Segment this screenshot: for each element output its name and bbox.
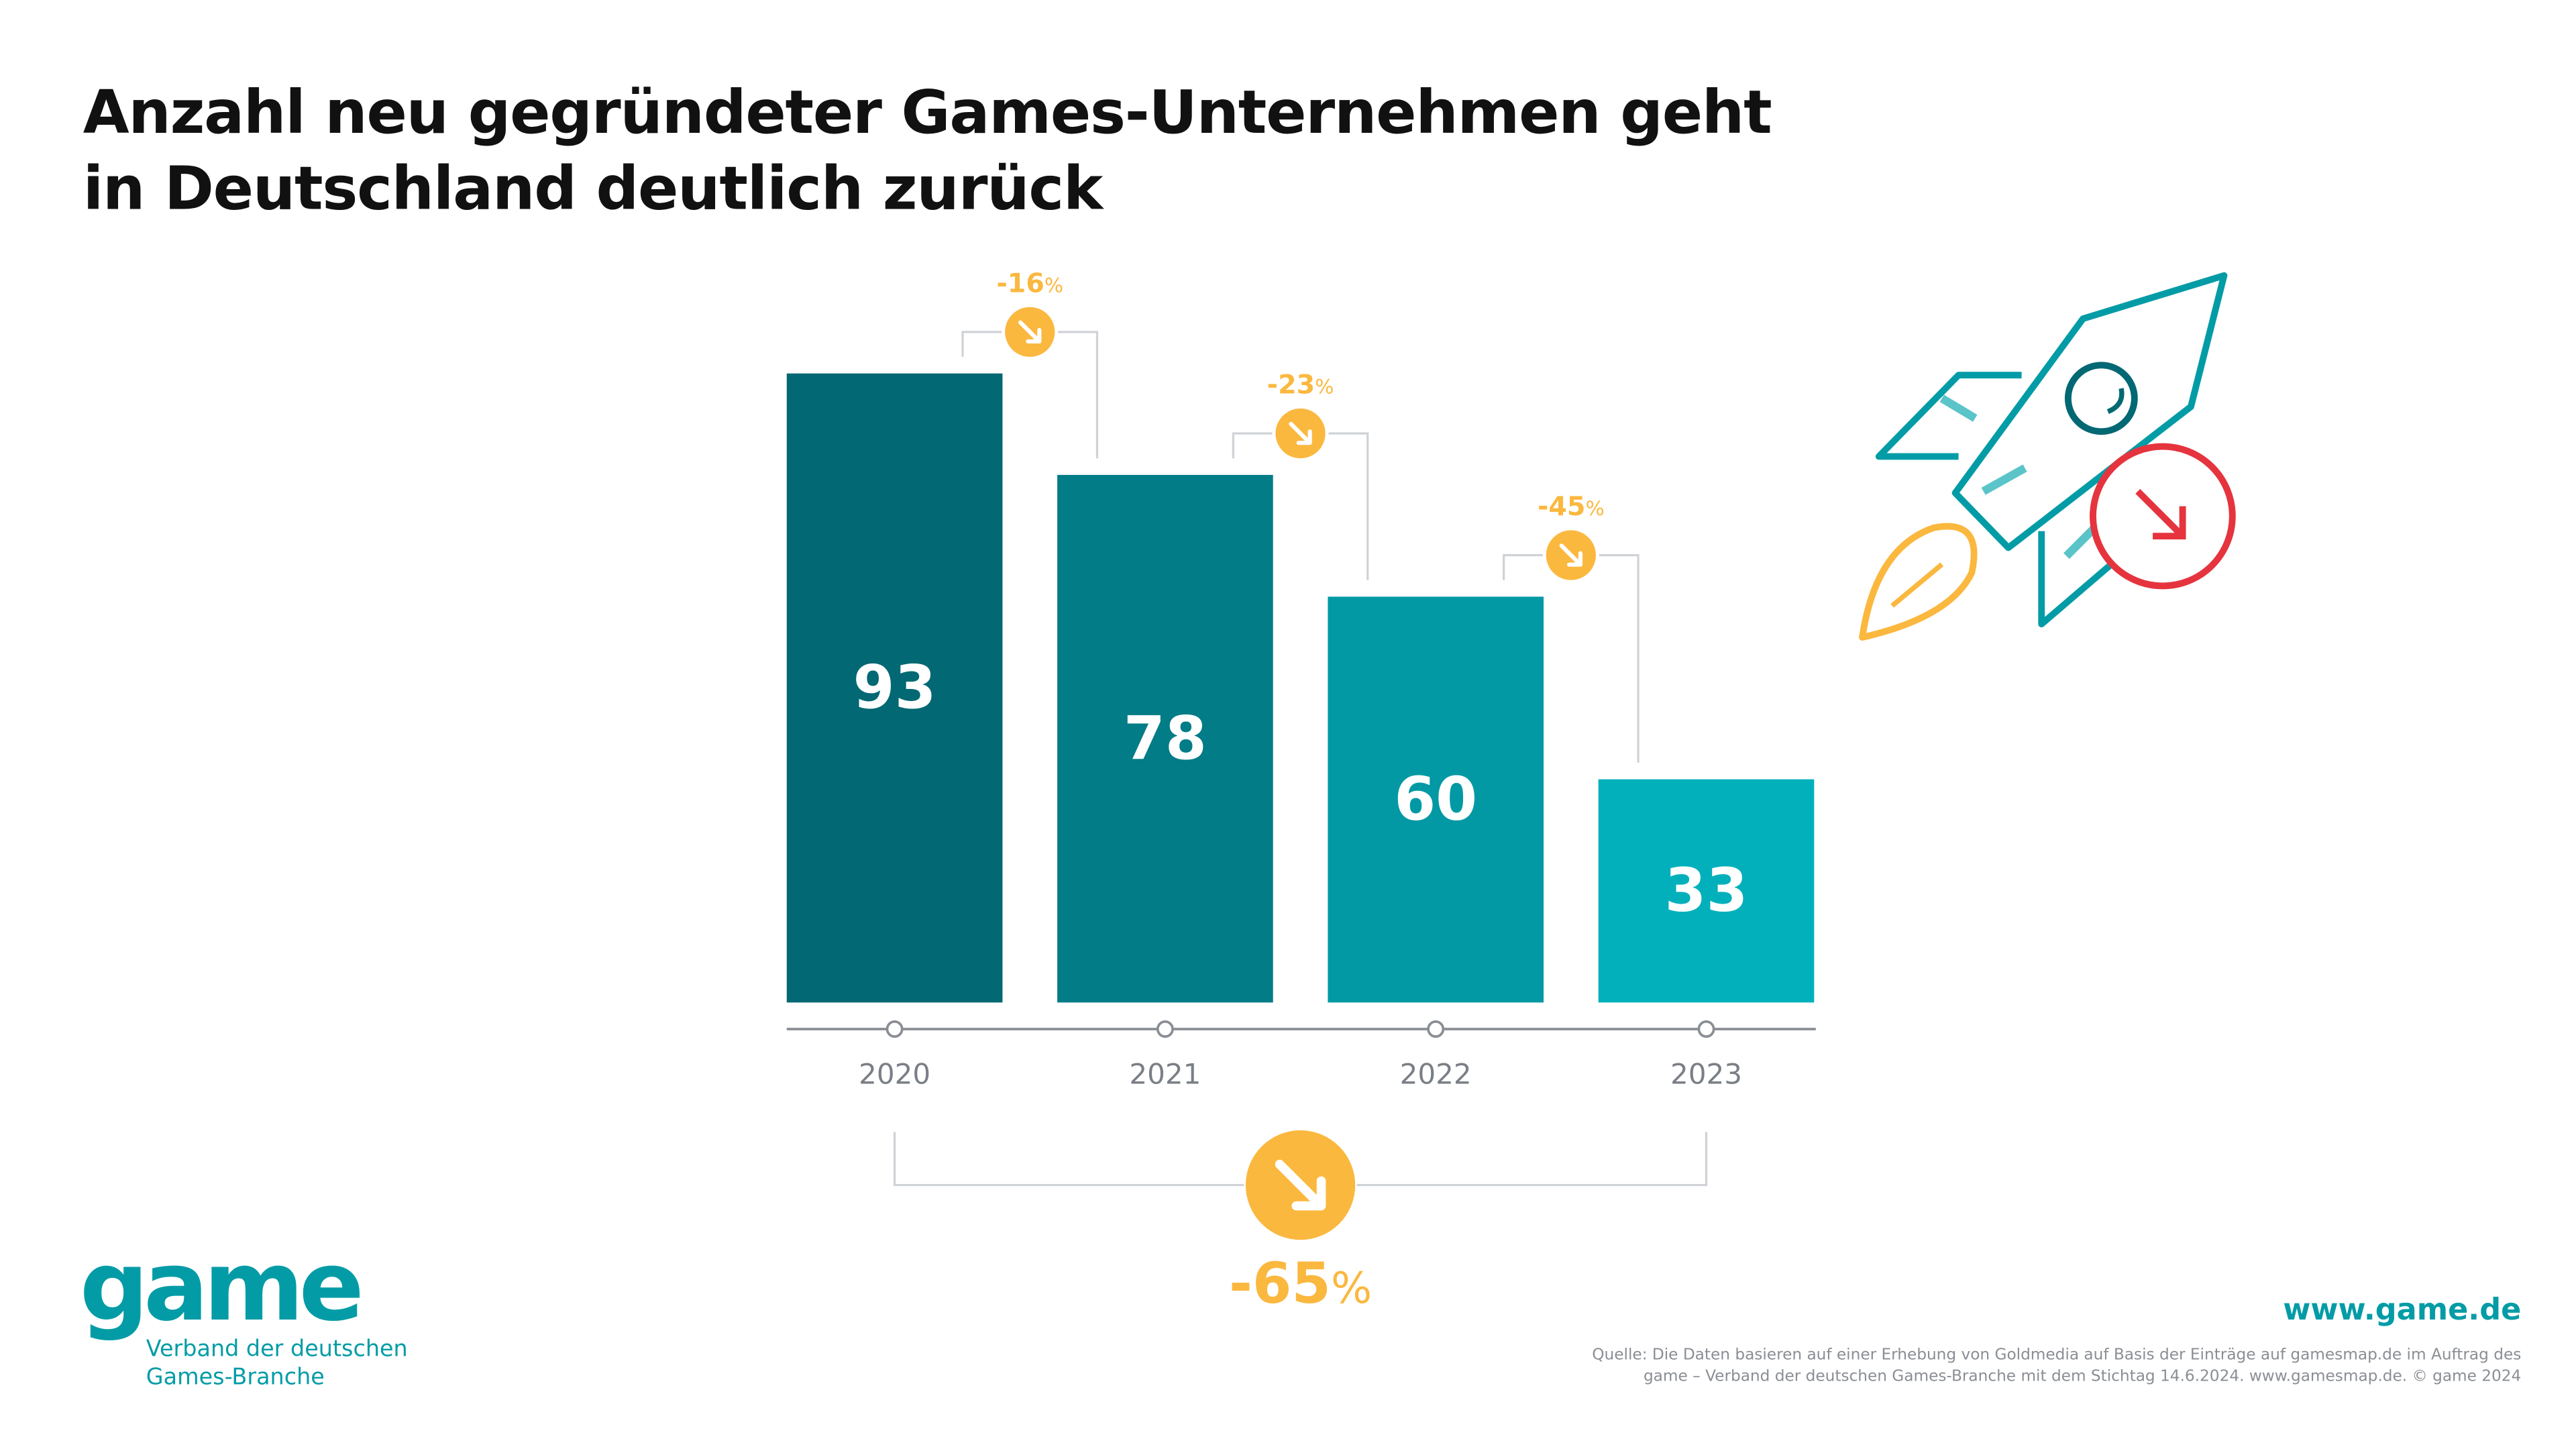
data-label-2022: 60 <box>1394 765 1477 835</box>
logo-subtitle-2: Games-Branche <box>146 1364 325 1391</box>
chart-title: Anzahl neu gegründeter Games-Unternehmen… <box>83 76 1772 229</box>
change-badge-2020-2021-arrow-icon <box>1018 320 1042 344</box>
change-bracket-2022-2023 <box>1503 553 1640 763</box>
logo-subtitle-1: Verband der deutschen <box>146 1336 408 1363</box>
percent-unit: % <box>1331 1263 1372 1313</box>
bar-2023 <box>1598 779 1815 1003</box>
bar-2020 <box>786 373 1003 1003</box>
total-change-badge-arrow-icon <box>1275 1159 1326 1211</box>
rocket-icon <box>1859 272 2236 641</box>
change-label-2021-2022: -23% <box>1267 370 1334 400</box>
source-line-2: game – Verband der deutschen Games-Branc… <box>1643 1367 2522 1386</box>
percent-unit: % <box>1315 376 1334 399</box>
tick-label-2022: 2022 <box>1400 1058 1472 1091</box>
game-logo: game Verband der deutschen Games-Branche <box>80 1236 408 1393</box>
change-bracket-2021-2022 <box>1232 432 1369 580</box>
change-bracket-2020-2021 <box>961 331 1099 459</box>
change-label-2020-2021: -16% <box>996 268 1063 299</box>
bar-2021 <box>1057 474 1273 1003</box>
total-change-label: -65% <box>1229 1250 1372 1316</box>
source-line-1: Quelle: Die Daten basieren auf einer Erh… <box>1592 1346 2522 1364</box>
axis-marker-2022 <box>1427 1020 1445 1038</box>
axis-marker-2023 <box>1697 1020 1715 1038</box>
title-line-1: Anzahl neu gegründeter Games-Unternehmen… <box>83 79 1772 148</box>
source-note: Quelle: Die Daten basieren auf einer Erh… <box>1592 1344 2521 1387</box>
percent-unit: % <box>1044 274 1063 297</box>
tick-label-2023: 2023 <box>1670 1058 1742 1091</box>
axis-marker-2020 <box>885 1020 904 1038</box>
data-label-2021: 78 <box>1124 704 1207 773</box>
tick-label-2020: 2020 <box>859 1058 930 1091</box>
bar-2022 <box>1328 596 1544 1003</box>
change-label-2022-2023: -45% <box>1538 491 1605 522</box>
title-line-2: in Deutschland deutlich zurück <box>83 156 1104 225</box>
total-change-bracket <box>893 1132 1708 1187</box>
change-badge-2021-2022-arrow-icon <box>1289 421 1312 445</box>
website-link[interactable]: www.game.de <box>2283 1293 2522 1328</box>
percent-unit: % <box>1585 497 1604 521</box>
logo-wordmark: game <box>79 1230 364 1343</box>
axis-marker-2021 <box>1156 1020 1174 1038</box>
data-label-2023: 33 <box>1665 856 1748 926</box>
tick-label-2021: 2021 <box>1129 1058 1201 1091</box>
change-badge-2022-2023-arrow-icon <box>1559 543 1583 567</box>
data-label-2020: 93 <box>853 653 936 722</box>
